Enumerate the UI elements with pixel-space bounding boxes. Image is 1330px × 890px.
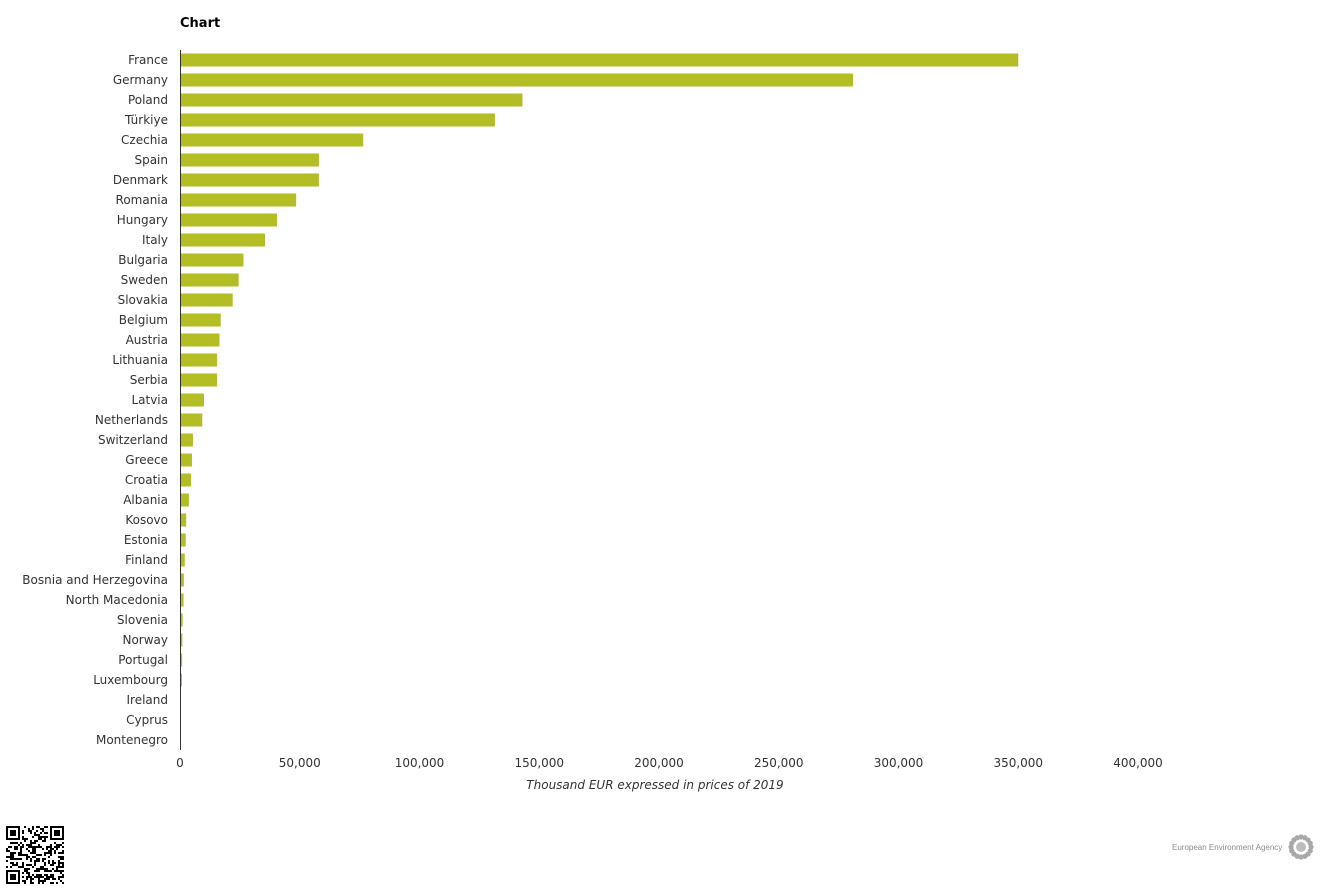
bar xyxy=(180,473,192,487)
category-label: Switzerland xyxy=(98,433,168,447)
bar xyxy=(180,193,297,207)
category-label: Italy xyxy=(142,233,168,247)
bar xyxy=(180,493,189,507)
bar xyxy=(180,153,319,167)
category-label: Finland xyxy=(125,553,168,567)
category-label: Cyprus xyxy=(126,713,168,727)
category-label: Serbia xyxy=(130,373,168,387)
x-axis-ticks: 0 50,000 100,000 150,000 200,000 250,000 300,0… xyxy=(176,756,1163,770)
category-label: Spain xyxy=(134,153,168,167)
x-tick-label: 150,000 xyxy=(514,756,564,770)
bar xyxy=(180,653,183,667)
category-label: Netherlands xyxy=(95,413,168,427)
category-label: Türkiye xyxy=(124,113,168,127)
category-label: North Macedonia xyxy=(66,593,168,607)
bar xyxy=(180,333,220,347)
x-axis-title: Thousand EUR expressed in prices of 2019 xyxy=(526,778,783,792)
x-tick-label: 200,000 xyxy=(634,756,684,770)
x-tick-label: 100,000 xyxy=(395,756,445,770)
category-label: Bulgaria xyxy=(118,253,168,267)
category-label: Norway xyxy=(122,633,168,647)
eea-logo: European Environment Agency xyxy=(1172,832,1316,862)
bar xyxy=(180,613,183,627)
category-label: Bosnia and Herzegovina xyxy=(22,573,168,587)
qr-code xyxy=(6,826,64,884)
category-label: Albania xyxy=(123,493,168,507)
category-label: Romania xyxy=(116,193,168,207)
category-label: Montenegro xyxy=(96,733,168,747)
category-label: Greece xyxy=(125,453,168,467)
x-tick-label: 50,000 xyxy=(279,756,321,770)
bar xyxy=(180,53,1019,67)
category-label: Estonia xyxy=(124,533,168,547)
category-label: Hungary xyxy=(117,213,168,227)
category-label: Portugal xyxy=(118,653,168,667)
bar xyxy=(180,413,203,427)
bar xyxy=(180,253,244,267)
chart-title: Chart xyxy=(180,16,221,31)
category-label: Latvia xyxy=(131,393,168,407)
bars-group xyxy=(180,53,1019,747)
eea-logo-text: European Environment Agency xyxy=(1172,842,1283,852)
bar xyxy=(180,353,218,367)
category-label: Croatia xyxy=(125,473,168,487)
bar xyxy=(180,233,266,247)
eea-sun-icon xyxy=(1288,834,1314,860)
category-label: Kosovo xyxy=(125,513,168,527)
category-label: Slovakia xyxy=(118,293,168,307)
category-label: Lithuania xyxy=(112,353,168,367)
bar xyxy=(180,113,495,127)
bar xyxy=(180,513,187,527)
category-label: Belgium xyxy=(119,313,168,327)
category-label: Slovenia xyxy=(117,613,168,627)
bar xyxy=(180,373,218,387)
category-label: Germany xyxy=(113,73,168,87)
bar xyxy=(180,93,523,107)
bar xyxy=(180,593,184,607)
x-tick-label: 350,000 xyxy=(993,756,1043,770)
bar xyxy=(180,273,239,287)
bar xyxy=(180,133,364,147)
bar xyxy=(180,433,193,447)
bar xyxy=(180,393,204,407)
bar xyxy=(180,453,192,467)
bar xyxy=(180,633,183,647)
category-label: Poland xyxy=(128,93,168,107)
category-label: Sweden xyxy=(121,273,168,287)
x-tick-label: 400,000 xyxy=(1113,756,1163,770)
category-label: Austria xyxy=(126,333,168,347)
x-tick-label: 0 xyxy=(176,756,184,770)
bar xyxy=(180,213,277,227)
category-label: Luxembourg xyxy=(93,673,168,687)
bar xyxy=(180,553,185,567)
category-label: France xyxy=(128,53,168,67)
x-tick-label: 250,000 xyxy=(754,756,804,770)
category-label: Denmark xyxy=(113,173,168,187)
bar xyxy=(180,313,221,327)
bar xyxy=(180,293,233,307)
category-labels: France Germany Poland Türkiye Czechia Spain De… xyxy=(22,53,168,747)
bar xyxy=(180,573,184,587)
x-tick-label: 300,000 xyxy=(874,756,924,770)
category-label: Czechia xyxy=(121,133,168,147)
bar xyxy=(180,173,319,187)
category-label: Ireland xyxy=(126,693,168,707)
bar xyxy=(180,533,186,547)
bar xyxy=(180,73,853,87)
